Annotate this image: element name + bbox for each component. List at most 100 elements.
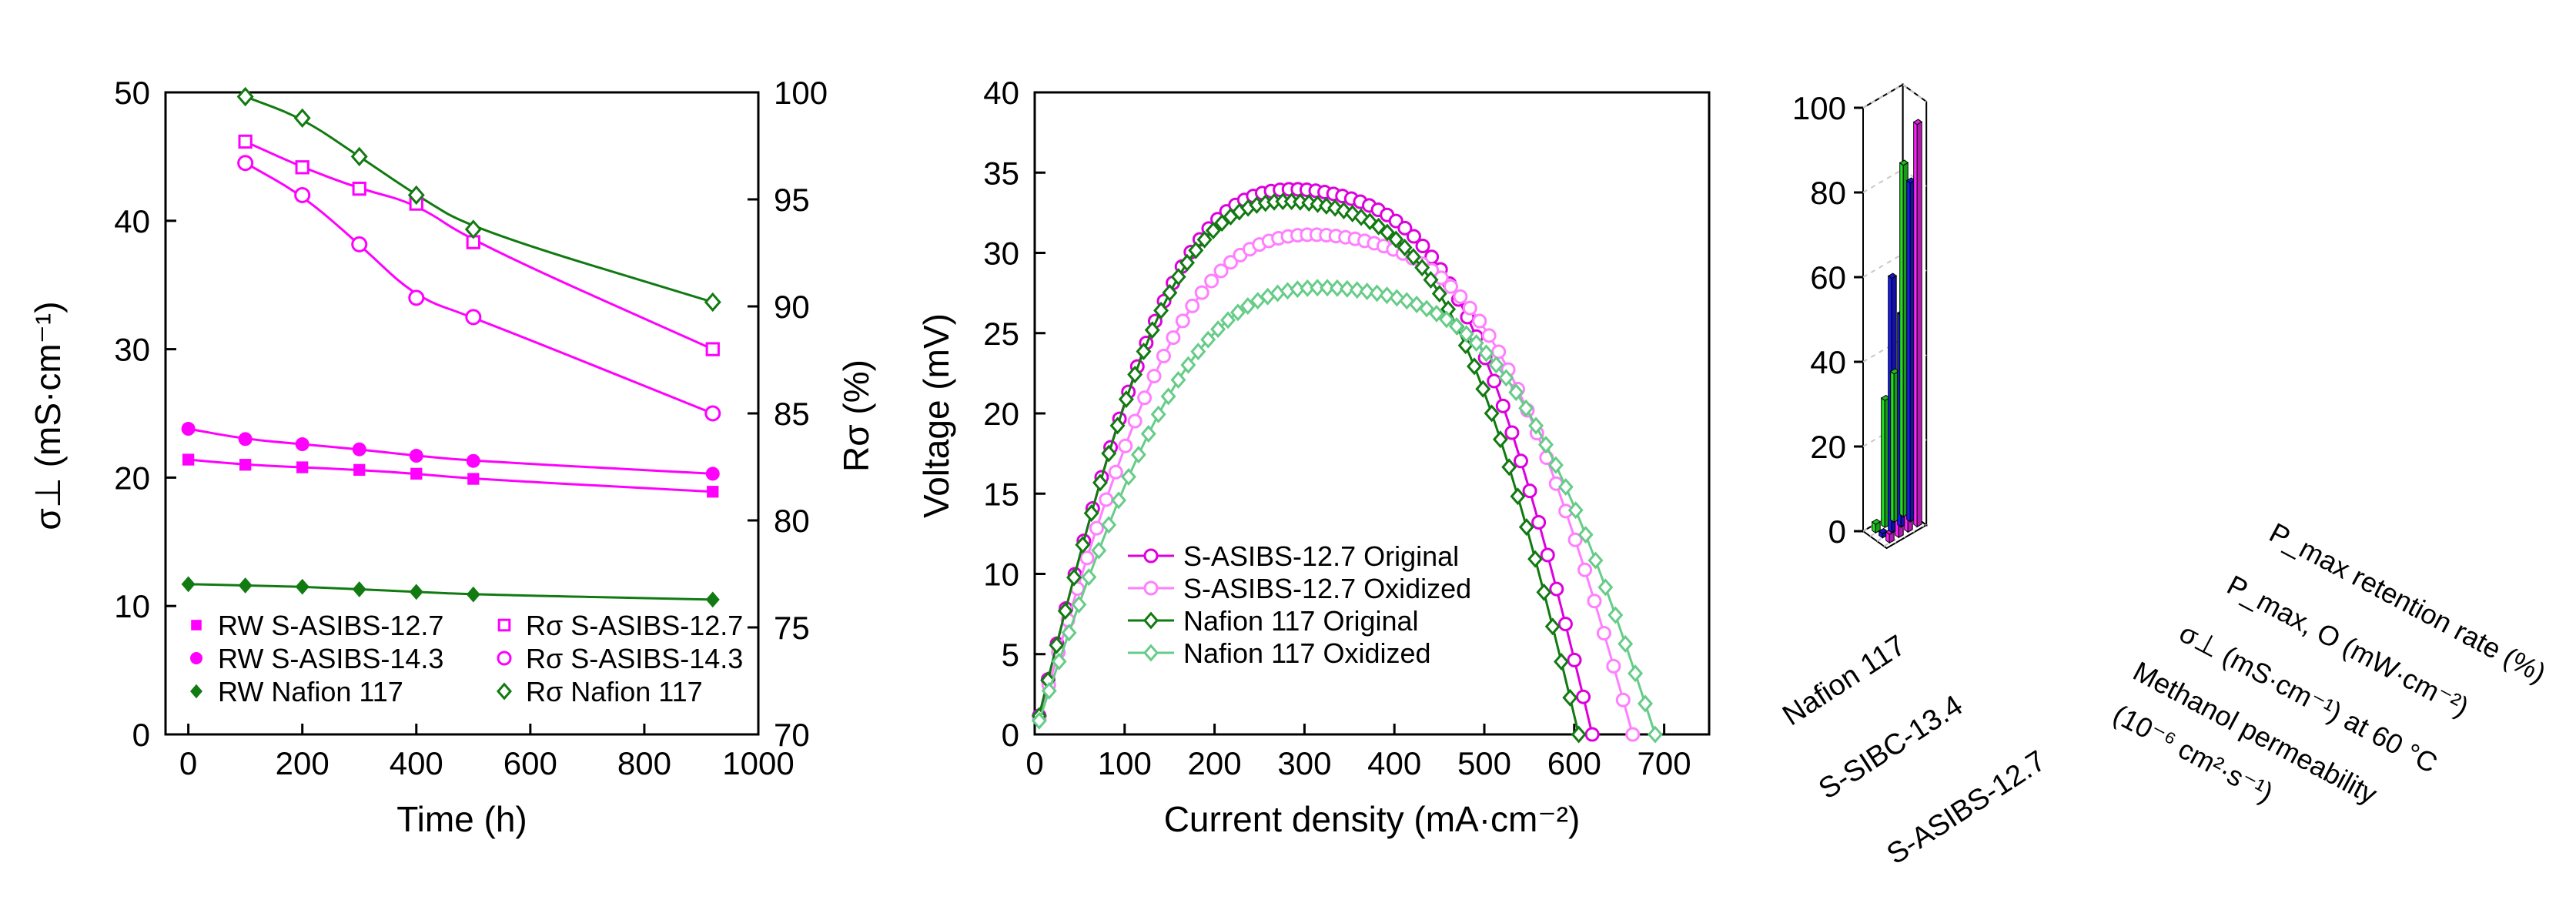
panel-b-data-point — [1196, 230, 1213, 249]
panel-a-x-tick-label: 1000 — [722, 745, 794, 781]
panel-a-data-point — [410, 467, 423, 480]
panel-a-legend-label: RW S-ASIBS-12.7 — [218, 610, 443, 641]
panel-b-data-point — [1210, 320, 1226, 339]
panel-a-data-point — [352, 581, 366, 597]
panel-b-data-point — [1099, 492, 1114, 507]
panel-b-data-point — [1130, 446, 1146, 464]
panel-a-data-point — [181, 422, 196, 436]
panel-a-data-point — [239, 459, 252, 471]
panel-b-data-point — [1049, 636, 1065, 654]
panel-b-data-point — [1150, 405, 1166, 423]
panel-b-curves — [1031, 182, 1663, 744]
panel-a-data-point — [466, 586, 480, 603]
panel-a-left-tick-label: 50 — [114, 75, 150, 111]
panel-b-data-point — [1160, 387, 1176, 406]
panel-b-data-point — [1091, 541, 1107, 560]
panel-b-data-point — [1419, 299, 1435, 318]
panel-a-markers — [181, 86, 721, 608]
panel-b-data-point — [1431, 284, 1447, 303]
panel-b-data-point — [1607, 606, 1624, 624]
panel-a-fit-line — [244, 162, 714, 415]
panel-b-polarization-chart: 0 100 200 300 400 500 600 700 0 5 10 15 20 25 30 35 40 S… — [916, 75, 1711, 839]
panel-b-data-point — [1092, 473, 1108, 492]
panel-b-legend-label: S-ASIBS-12.7 Original — [1183, 540, 1459, 572]
panel-c-z-tick-label: 20 — [1810, 429, 1846, 465]
panel-b-data-point — [1180, 356, 1196, 374]
panel-b-data-point — [1166, 330, 1181, 346]
panel-b-data-point — [1061, 624, 1077, 642]
panel-b-data-point — [1423, 271, 1439, 289]
panel-a-data-point — [467, 473, 480, 485]
panel-a-fit-line — [245, 95, 714, 303]
panel-b-data-point — [1089, 520, 1104, 536]
panel-b-data-point — [1220, 311, 1236, 329]
panel-b-data-point — [1597, 578, 1614, 597]
panel-a-legend-marker — [190, 652, 202, 664]
panel-b-data-point — [1405, 248, 1421, 266]
panel-b-data-point — [1415, 238, 1430, 253]
panel-a-left-tick-label: 20 — [114, 460, 150, 496]
panel-b-data-point — [1577, 526, 1594, 544]
panel-b-data-point — [1188, 241, 1204, 259]
panel-b-data-point — [1571, 725, 1587, 744]
panel-a-data-point — [238, 134, 253, 149]
panel-b-data-point — [1488, 356, 1504, 374]
panel-c-bars — [1871, 119, 1923, 544]
panel-b-data-point — [1544, 617, 1561, 636]
panel-a-x-tick-label: 800 — [617, 745, 671, 781]
panel-c-bar-top — [1871, 518, 1882, 525]
panel-a-data-point — [351, 236, 368, 253]
panel-b-data-point — [1200, 330, 1216, 349]
panel-b-data-point — [1349, 281, 1365, 299]
panel-c-bar-front — [1899, 162, 1904, 518]
panel-b-data-point — [1051, 652, 1067, 671]
panel-b-data-point — [1567, 652, 1582, 667]
panel-a-data-point — [705, 591, 720, 608]
panel-a-legend: RW S-ASIBS-12.7RW S-ASIBS-14.3RW Nafion … — [190, 610, 743, 707]
panel-c-z-ticks: 0 20 40 60 80 100 — [1792, 90, 1863, 550]
panel-b-x-tick-label: 0 — [1025, 745, 1043, 781]
panel-b-data-point — [1554, 653, 1570, 671]
panel-b-data-point — [1584, 727, 1600, 742]
panel-b-data-point — [1501, 458, 1517, 477]
panel-b-data-point — [1369, 284, 1385, 303]
panel-a-data-point — [296, 461, 309, 473]
panel-b-data-point — [1495, 398, 1510, 413]
panel-b-data-point — [1487, 373, 1502, 389]
panel-a-data-point — [182, 453, 195, 466]
panel-b-data-point — [1081, 568, 1097, 587]
panel-b-data-point — [1359, 283, 1375, 301]
panel-a-data-point — [350, 146, 368, 167]
panel-b-y-tick-label: 30 — [983, 236, 1019, 272]
panel-b-legend-label: Nafion 117 Original — [1183, 605, 1419, 637]
panel-b-data-point — [1140, 425, 1156, 443]
panel-b-data-point — [1628, 664, 1644, 683]
panel-c-bar-front — [1906, 179, 1911, 523]
panel-b-data-point — [1156, 348, 1171, 363]
panel-b-data-point — [1406, 229, 1421, 244]
panel-b-legend-marker — [1143, 548, 1159, 564]
panel-a-data-point — [408, 289, 425, 306]
panel-b-data-point — [1510, 487, 1526, 506]
panel-a-left-axis-label: σ⊥ (mS·cm⁻¹) — [28, 301, 68, 530]
panel-b-legend-marker — [1143, 611, 1159, 630]
panel-b-y-tick-label: 0 — [1002, 717, 1019, 753]
panel-a-x-tick-label: 200 — [276, 745, 330, 781]
panel-b-data-point — [1190, 343, 1206, 361]
panel-b-data-point — [1083, 504, 1099, 523]
panel-b-y-tick-label: 35 — [983, 155, 1019, 191]
panel-b-data-point — [1223, 255, 1239, 270]
panel-a-right-tick-label: 75 — [774, 610, 810, 646]
panel-a-fit-line — [188, 427, 713, 475]
panel-b-data-point — [1557, 617, 1573, 632]
panel-a-legend-label: Rσ Nafion 117 — [526, 676, 703, 707]
panel-c-bar-top — [1912, 119, 1923, 125]
panel-b-data-point — [1508, 383, 1524, 402]
panel-a-legend-marker — [190, 684, 202, 699]
panel-b-data-point — [1468, 334, 1484, 353]
panel-a-right-tick-label: 90 — [774, 289, 810, 325]
panel-b-data-point — [1498, 369, 1514, 387]
panel-b-data-point — [1137, 390, 1153, 406]
